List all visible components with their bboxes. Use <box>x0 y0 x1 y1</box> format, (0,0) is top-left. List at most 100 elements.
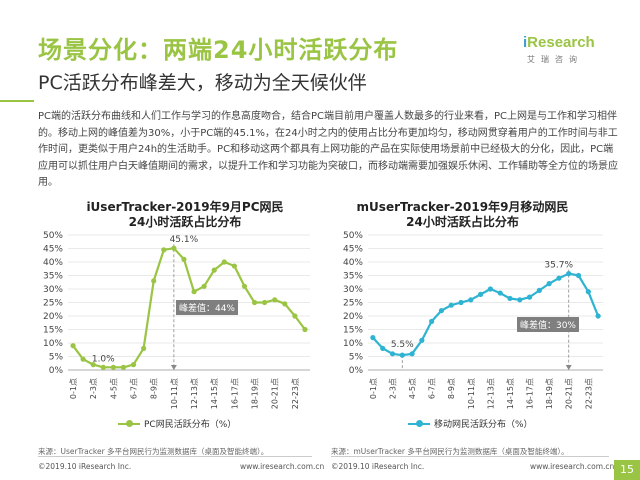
mobile-data-point <box>458 299 464 306</box>
pc-min-label: 1.0% <box>92 354 115 364</box>
mobile-max-label: 35.7% <box>544 261 573 271</box>
body-paragraph: PC端的活跃分布曲线和人们工作与学习的作息高度吻合，结合PC端目前用户覆盖人数最… <box>38 111 618 188</box>
pc-data-point <box>302 326 308 333</box>
mobile-data-point <box>575 272 582 279</box>
logo-cn: 艾瑞咨询 <box>527 55 583 64</box>
mobile-data-point <box>429 318 435 324</box>
pc-chart-title-line1: iUserTracker-2019年9月PC网民 <box>86 200 284 214</box>
mobile-data-point <box>419 337 425 343</box>
pc-data-point <box>251 299 258 306</box>
mobile-data-point <box>438 308 445 314</box>
mobile-legend-label: 移动网民活跃分布（%） <box>434 420 533 430</box>
mobile-x-tick-label: 12-13点 <box>486 378 495 409</box>
mobile-data-point <box>526 294 533 300</box>
pc-x-tick-label: 16-17点 <box>230 378 239 409</box>
pc-data-point <box>171 245 177 251</box>
mobile-data-point <box>517 297 523 303</box>
pc-data-point <box>241 283 248 289</box>
pc-y-tick-label: 45% <box>43 245 63 255</box>
iresearch-logo: iResearch 艾瑞咨询 <box>523 34 613 70</box>
mobile-max-guide-arrow <box>565 365 572 370</box>
pc-data-point <box>191 289 197 295</box>
pc-data-point <box>161 247 167 253</box>
mobile-data-point <box>556 275 562 281</box>
pc-data-point <box>151 278 157 284</box>
pc-x-tick-label: 22-23点 <box>291 378 300 409</box>
mobile-data-point <box>478 291 484 297</box>
footer-divider-left <box>38 456 312 457</box>
pc-y-tick-label: 35% <box>43 272 63 282</box>
pc-y-tick-label: 25% <box>43 299 63 309</box>
pc-data-point <box>130 362 137 368</box>
mobile-data-point <box>409 351 415 357</box>
mobile-chart-title-line2: 24小时活跃占比分布 <box>406 215 519 229</box>
mobile-data-point <box>566 271 572 277</box>
pc-legend: PC网民活跃分布（%） <box>118 417 236 430</box>
mobile-y-tick-label: 25% <box>343 299 363 309</box>
pc-source-note: 来源：UserTracker 多平台网民行为监测数据库（桌面及智能终端）。 <box>38 447 269 456</box>
pc-data-point <box>282 301 288 307</box>
footer-site-right: www.iresearch.com.cn <box>530 462 615 471</box>
pc-y-tick-label: 40% <box>43 258 63 268</box>
mobile-data-point <box>585 289 591 295</box>
mobile-x-tick-label: 14-15点 <box>506 378 515 409</box>
pc-data-point <box>221 259 227 265</box>
pc-peak-badge-label: 峰差值：44% <box>179 302 235 314</box>
pc-data-point <box>80 356 86 362</box>
footer-copyright-left: ©2019.10 iResearch Inc. <box>38 462 132 471</box>
pc-data-point <box>90 362 96 368</box>
pc-x-tick-label: 4-5点 <box>109 378 118 399</box>
mobile-x-tick-label: 0-1点 <box>369 378 378 399</box>
mobile-data-point <box>380 345 386 351</box>
mobile-data-point <box>370 335 376 341</box>
mobile-x-tick-label: 10-11点 <box>467 378 476 409</box>
mobile-min-label: 5.5% <box>391 340 414 350</box>
pc-data-point <box>201 283 207 289</box>
pc-x-tick-label: 12-13点 <box>190 378 199 409</box>
mobile-activity-chart: 0% 5% 10% 15% 20% 25% 30% 35% 40% 45% 50% 0-1点 2-3点 4… <box>343 231 603 409</box>
mobile-legend-marker-icon <box>408 419 430 427</box>
pc-x-tick-label: 20-21点 <box>271 378 280 409</box>
mobile-x-tick-label: 4-5点 <box>408 378 417 399</box>
pc-x-tick-label: 10-11点 <box>170 378 179 409</box>
pc-data-point <box>100 364 106 370</box>
pc-data-point <box>262 299 268 306</box>
pc-max-label: 45.1% <box>170 235 199 245</box>
pc-x-tick-label: 0-1点 <box>69 378 78 399</box>
mobile-y-tick-label: 30% <box>343 285 363 295</box>
mobile-data-point <box>546 281 552 287</box>
pc-data-point <box>141 345 147 351</box>
mobile-data-point <box>497 290 503 296</box>
mobile-peak-badge-label: 峰差值：30% <box>520 319 576 331</box>
mobile-x-tick-label: 20-21点 <box>565 378 574 409</box>
footer-copyright-right: ©2019.10 iResearch Inc. <box>331 462 425 471</box>
pc-data-point <box>272 297 278 303</box>
mobile-source-note: 来源：mUserTracker 多平台网民行为监测数据库（桌面及智能终端）。 <box>331 447 569 456</box>
mobile-peak-badge-bg <box>517 317 579 332</box>
mobile-x-tick-label: 2-3点 <box>388 378 397 399</box>
pc-data-point <box>231 263 237 269</box>
pc-x-tick-label: 14-15点 <box>210 378 219 409</box>
mobile-data-point <box>536 287 542 293</box>
mobile-data-point <box>507 295 513 302</box>
footer-site-left: www.iresearch.com.cn <box>240 462 325 471</box>
pc-x-tick-label: 6-7点 <box>130 378 139 399</box>
pc-chart-title-line2: 24小时活跃占比分布 <box>128 215 242 229</box>
mobile-y-tick-label: 15% <box>343 326 363 336</box>
mobile-y-tick-label: 20% <box>343 312 363 322</box>
mobile-chart-title: mUserTracker-2019年9月移动网民 24小时活跃占比分布 <box>335 200 590 230</box>
mobile-y-tick-label: 10% <box>343 339 363 349</box>
page-number: 15 <box>614 460 640 480</box>
page-title: 场景分化：两端24小时活跃分布 <box>38 36 399 64</box>
pc-data-point <box>120 364 127 370</box>
pc-legend-label: PC网民活跃分布（%） <box>144 420 237 430</box>
mobile-data-point <box>595 313 601 319</box>
mobile-y-tick-label: 45% <box>343 245 363 255</box>
pc-y-tick-label: 30% <box>43 285 63 295</box>
pc-x-tick-label: 8-9点 <box>150 378 159 399</box>
pc-y-tick-label: 50% <box>43 231 63 241</box>
mobile-y-tick-label: 5% <box>349 353 364 363</box>
logo-brand: iResearch <box>523 34 595 51</box>
pc-y-tick-label: 10% <box>43 339 63 349</box>
accent-line <box>0 100 34 102</box>
